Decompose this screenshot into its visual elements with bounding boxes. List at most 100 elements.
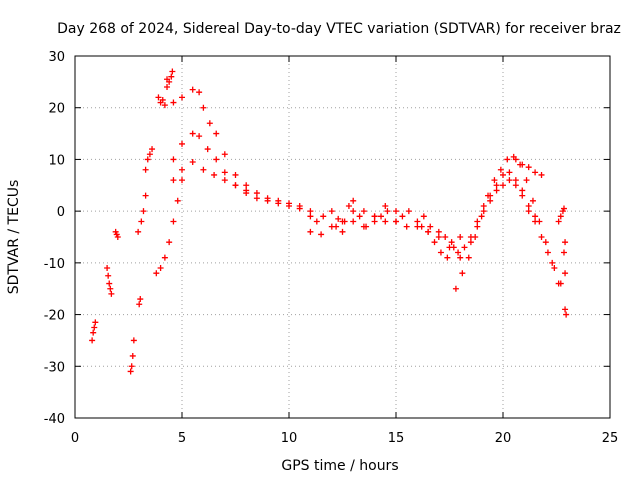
- data-point: [459, 270, 466, 277]
- y-tick-label: 0: [57, 205, 65, 220]
- data-point: [480, 208, 487, 215]
- data-point: [313, 218, 320, 225]
- data-point: [506, 169, 513, 176]
- data-point: [170, 99, 177, 106]
- data-point: [211, 171, 218, 178]
- data-point: [549, 259, 556, 266]
- data-point: [127, 368, 134, 375]
- series-arc-1: [170, 86, 314, 215]
- data-point: [159, 96, 166, 103]
- data-point: [138, 218, 145, 225]
- data-point: [452, 285, 459, 292]
- data-point: [170, 177, 177, 184]
- data-point: [467, 239, 474, 246]
- series-mid-4: [418, 223, 457, 261]
- data-point: [108, 290, 115, 297]
- data-point: [506, 177, 513, 184]
- data-point: [512, 156, 519, 163]
- data-point: [146, 151, 153, 158]
- data-point: [264, 197, 271, 204]
- data-point: [467, 234, 474, 240]
- y-axis-label: SDTVAR / TECUs: [6, 180, 22, 295]
- series-mid-1: [307, 208, 464, 246]
- y-tick-label: -30: [44, 360, 65, 375]
- data-point: [560, 205, 567, 212]
- data-point: [169, 68, 176, 75]
- data-point: [500, 171, 506, 178]
- data-point: [90, 329, 97, 336]
- data-point: [155, 94, 162, 101]
- data-point: [179, 140, 185, 147]
- data-point: [243, 187, 250, 194]
- data-point: [560, 249, 567, 256]
- data-point: [538, 171, 545, 178]
- series-seg-g: [142, 146, 156, 173]
- data-point: [136, 301, 143, 308]
- data-point: [474, 223, 481, 230]
- data-point: [538, 234, 545, 240]
- series-arc-3: [170, 159, 250, 194]
- data-point: [189, 159, 196, 166]
- data-point: [168, 73, 175, 80]
- data-point: [89, 337, 96, 344]
- data-point: [497, 166, 504, 173]
- data-point: [532, 218, 539, 225]
- data-point: [179, 177, 185, 184]
- data-point: [465, 254, 472, 261]
- data-point: [149, 146, 156, 153]
- data-point: [189, 130, 196, 137]
- data-point: [206, 120, 213, 127]
- data-point: [562, 239, 569, 246]
- data-point: [378, 213, 385, 220]
- data-point: [140, 208, 147, 215]
- data-point: [525, 164, 532, 171]
- data-point: [130, 337, 137, 344]
- data-point: [232, 182, 239, 189]
- data-point: [457, 234, 464, 240]
- data-point: [532, 213, 539, 220]
- series-seg-e: [136, 296, 144, 308]
- data-point: [243, 182, 250, 189]
- data-point: [137, 296, 144, 303]
- data-point: [200, 104, 207, 111]
- data-point: [457, 254, 464, 261]
- data-point: [519, 161, 526, 168]
- x-tick-label: 5: [178, 431, 186, 446]
- data-point: [562, 270, 569, 277]
- series-seg-i: [164, 68, 176, 91]
- grid: [75, 56, 610, 418]
- data-point: [161, 254, 168, 261]
- data-point: [399, 213, 406, 220]
- data-point: [189, 86, 196, 93]
- data-point: [170, 156, 177, 163]
- data-point: [435, 228, 442, 235]
- data-point: [91, 324, 98, 331]
- data-point: [420, 213, 427, 220]
- x-tick-label: 25: [602, 431, 619, 446]
- series-seg-b: [104, 265, 115, 297]
- data-point: [200, 166, 207, 173]
- plot-frame: [74, 55, 611, 419]
- data-point: [275, 200, 282, 207]
- data-point: [461, 244, 468, 251]
- data-point: [487, 197, 494, 204]
- data-point: [339, 218, 346, 225]
- data-point: [213, 130, 220, 137]
- series-rise-1: [452, 153, 569, 313]
- data-point: [474, 218, 481, 225]
- data-point: [525, 208, 532, 215]
- data-point: [525, 202, 532, 209]
- series-tail-3: [560, 249, 570, 318]
- data-point: [393, 218, 399, 225]
- data-point: [493, 182, 500, 189]
- data-point: [129, 352, 136, 359]
- data-point: [450, 244, 457, 251]
- data-point: [92, 319, 99, 326]
- data-point: [213, 156, 220, 163]
- data-point: [128, 363, 135, 370]
- y-tick-label: -20: [44, 309, 65, 324]
- data-point: [487, 192, 494, 199]
- data-point: [371, 218, 378, 225]
- data-point: [551, 265, 558, 272]
